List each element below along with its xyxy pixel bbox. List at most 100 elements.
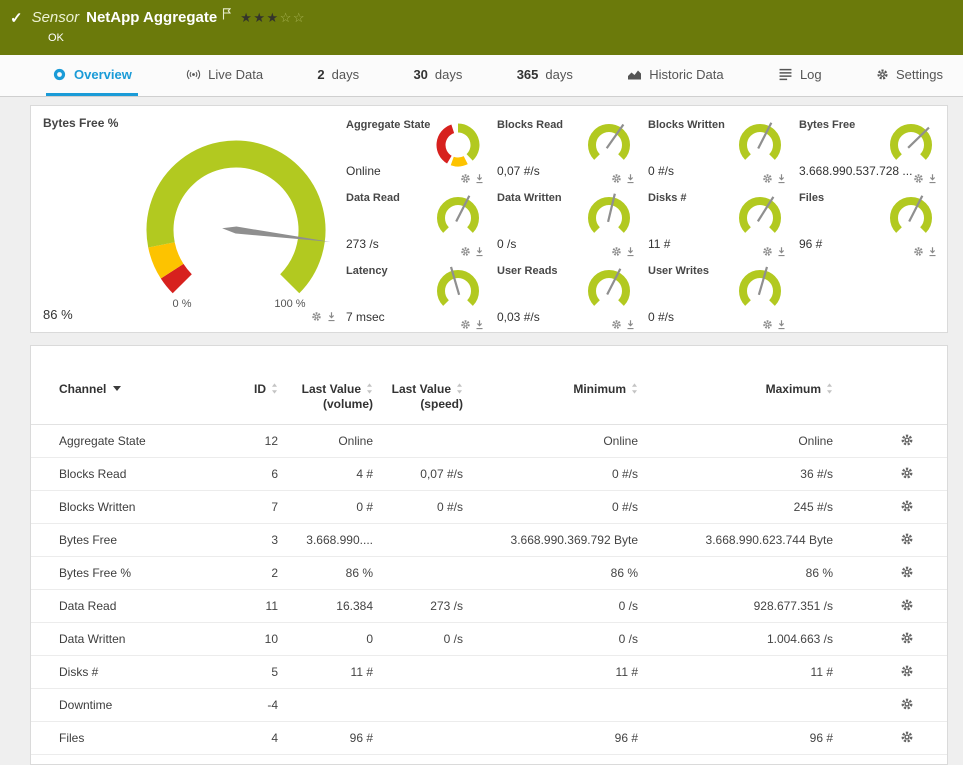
channel-name: Blocks Written [59, 500, 136, 514]
gauge-tile: Disks # 11 # [646, 187, 797, 260]
primary-gauge-tile: Bytes Free % 0 % 100 % 86 % [31, 106, 346, 332]
channel-settings-gear-icon[interactable] [900, 730, 914, 744]
gauge-value: 3.668.990.537.728 ... [799, 164, 913, 178]
pin-icon[interactable] [927, 173, 938, 184]
pin-icon[interactable] [474, 319, 485, 330]
minimum-value: 3.668.990.369.792 Byte [510, 533, 638, 547]
gear-icon[interactable] [460, 319, 471, 330]
channel-settings-gear-icon[interactable] [900, 565, 914, 579]
star-rating[interactable]: ★★★☆☆ [240, 10, 307, 25]
gauge-tile: Blocks Written 0 #/s [646, 114, 797, 187]
channel-settings-gear-icon[interactable] [900, 532, 914, 546]
table-row[interactable]: Aggregate State 12 Online Online Online [31, 425, 947, 458]
sort-icon [366, 382, 373, 397]
maximum-value: 3.668.990.623.744 Byte [705, 533, 833, 547]
pin-icon[interactable] [474, 246, 485, 257]
channel-id: 11 [265, 599, 278, 613]
pin-icon[interactable] [776, 246, 787, 257]
sensor-title: NetApp Aggregate [86, 9, 218, 26]
channel-gauge [882, 119, 940, 171]
table-row[interactable]: Files 4 96 # 96 # 96 # [31, 722, 947, 755]
gear-icon[interactable] [762, 173, 773, 184]
gear-icon[interactable] [460, 246, 471, 257]
last-value-speed [381, 656, 471, 689]
channel-settings-gear-icon[interactable] [900, 631, 914, 645]
flag-icon[interactable] [222, 8, 232, 20]
pin-icon[interactable] [776, 319, 787, 330]
channel-settings-gear-icon[interactable] [900, 598, 914, 612]
table-row[interactable]: Blocks Read 6 4 # 0,07 #/s 0 #/s 36 #/s [31, 458, 947, 491]
last-value-volume: 11 # [350, 665, 373, 679]
channel-settings-gear-icon[interactable] [900, 466, 914, 480]
sensor-header: ✓ Sensor NetApp Aggregate ★★★☆☆ OK [0, 0, 963, 55]
tab-settings[interactable]: Settings [870, 55, 949, 96]
gauge-tile: Bytes Free 3.668.990.537.728 ... [797, 114, 947, 187]
tab-overview[interactable]: Overview [46, 55, 138, 96]
channel-table-panel: Channel ID Last Value (volume) Last Valu… [30, 345, 948, 765]
pin-icon[interactable] [625, 173, 636, 184]
gear-icon[interactable] [913, 246, 924, 257]
gear-icon[interactable] [311, 311, 322, 322]
tab-2-days[interactable]: 2 days [311, 55, 365, 96]
channel-settings-gear-icon[interactable] [900, 433, 914, 447]
gauge-value: 11 # [648, 237, 671, 251]
tab-log[interactable]: Log [772, 55, 828, 96]
last-value-speed: 0 #/s [436, 500, 463, 514]
table-row[interactable]: Bytes Free 3 3.668.990.... 3.668.990.369… [31, 524, 947, 557]
column-header-channel[interactable]: Channel [31, 382, 221, 425]
table-row[interactable]: Blocks Written 7 0 # 0 #/s 0 #/s 245 #/s [31, 491, 947, 524]
mini-gauges-grid: Aggregate State Online Blocks Read 0,07 … [344, 114, 947, 332]
maximum-value: 96 # [809, 731, 833, 745]
gear-icon[interactable] [913, 173, 924, 184]
tab-365-days[interactable]: 365 days [511, 55, 579, 96]
log-list-icon [778, 68, 793, 81]
gear-icon[interactable] [460, 173, 471, 184]
minimum-value: 96 # [614, 731, 638, 745]
gear-icon[interactable] [611, 173, 622, 184]
tab-30-days[interactable]: 30 days [407, 55, 468, 96]
table-row[interactable]: Bytes Free % 2 86 % 86 % 86 % [31, 557, 947, 590]
tab-historic-data[interactable]: Historic Data [621, 55, 729, 96]
column-header-maximum[interactable]: Maximum [646, 382, 841, 425]
minimum-value: 0 #/s [611, 500, 638, 514]
table-row[interactable]: Downtime -4 [31, 689, 947, 722]
column-header-last-value-volume[interactable]: Last Value (volume) [301, 382, 373, 411]
tab-live-data[interactable]: Live Data [180, 55, 269, 96]
sort-icon [826, 382, 833, 397]
tab-bar: Overview Live Data 2 days 30 days 365 da… [0, 55, 963, 97]
column-header-last-value-speed[interactable]: Last Value (speed) [391, 382, 463, 411]
channel-settings-gear-icon[interactable] [900, 499, 914, 513]
gear-icon[interactable] [762, 246, 773, 257]
gauge-value: 96 # [799, 237, 823, 251]
maximum-value: 928.677.351 /s [753, 599, 833, 613]
last-value-volume: 96 # [349, 731, 373, 745]
channel-id: 10 [264, 632, 278, 646]
gear-icon[interactable] [611, 246, 622, 257]
column-header-minimum[interactable]: Minimum [471, 382, 646, 425]
pin-icon[interactable] [927, 246, 938, 257]
channel-gauge [731, 265, 789, 317]
last-value-volume: 86 % [345, 566, 373, 580]
channel-settings-gear-icon[interactable] [900, 697, 914, 711]
channel-settings-gear-icon[interactable] [900, 664, 914, 678]
gauge-tile: Blocks Read 0,07 #/s [495, 114, 646, 187]
pin-icon[interactable] [474, 173, 485, 184]
pin-icon[interactable] [625, 319, 636, 330]
pin-icon[interactable] [326, 311, 337, 322]
bytes-free-percent-gauge [116, 126, 356, 326]
table-row[interactable]: Data Written 10 0 0 /s 0 /s 1.004.663 /s [31, 623, 947, 656]
channel-name: Aggregate State [59, 434, 146, 448]
column-header-id[interactable]: ID [221, 382, 286, 425]
last-value-speed: 0,07 #/s [420, 467, 463, 481]
channel-id: 7 [271, 500, 278, 514]
table-row[interactable]: Disks # 5 11 # 11 # 11 # [31, 656, 947, 689]
gear-icon[interactable] [611, 319, 622, 330]
live-data-broadcast-icon [186, 68, 201, 81]
pin-icon[interactable] [625, 246, 636, 257]
pin-icon[interactable] [776, 173, 787, 184]
maximum-value [646, 689, 841, 722]
sort-icon [456, 382, 463, 397]
channel-gauge [429, 265, 487, 317]
table-row[interactable]: Data Read 11 16.384 273 /s 0 /s 928.677.… [31, 590, 947, 623]
gear-icon[interactable] [762, 319, 773, 330]
